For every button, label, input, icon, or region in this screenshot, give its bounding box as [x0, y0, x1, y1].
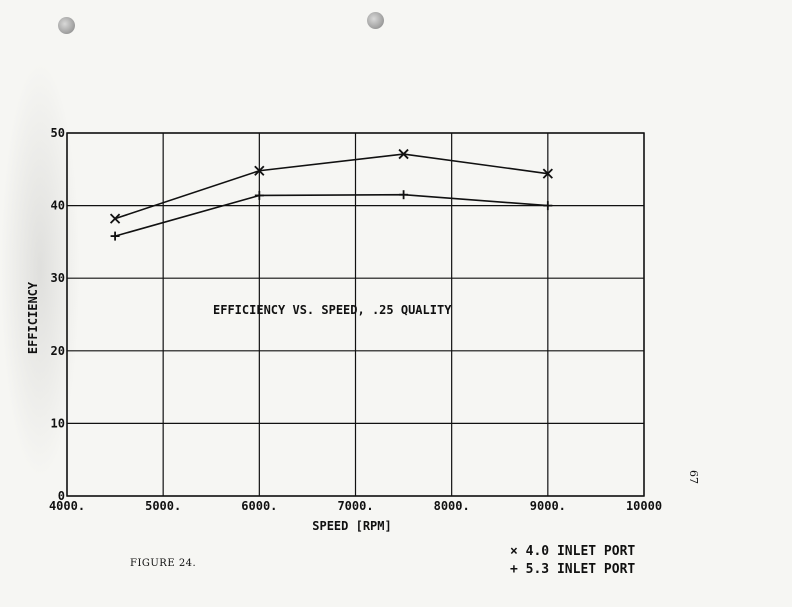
x-tick-label: 4000. — [49, 499, 85, 513]
legend-label: 5.3 INLET PORT — [525, 562, 636, 577]
x-marker — [398, 148, 409, 160]
legend: × 4.0 INLET PORT + 5.3 INLET PORT — [510, 543, 635, 579]
plus-marker — [543, 201, 553, 211]
figure-label: FIGURE 24. — [130, 558, 197, 569]
x-tick-label: 7000. — [337, 499, 373, 513]
x-marker — [542, 168, 553, 179]
y-tick-label: 0 — [58, 489, 65, 503]
y-axis-label: EFFICIENCY — [26, 281, 40, 354]
x-marker — [109, 213, 121, 224]
x-tick-labels: 4000. 5000. 6000. 7000. 8000. 9000. 10000 — [49, 499, 662, 513]
legend-entry-4-0: × 4.0 INLET PORT — [510, 543, 635, 561]
page-number: 67 — [687, 470, 700, 484]
plus-marker-icon: + — [510, 562, 518, 577]
chart-annotation: EFFICIENCY VS. SPEED, .25 QUALITY — [213, 303, 452, 317]
plot-frame — [66, 132, 645, 497]
x-marker-icon: × — [510, 544, 518, 559]
y-tick-labels: 0 10 20 30 40 50 — [51, 126, 65, 503]
legend-entry-5-3: + 5.3 INLET PORT — [510, 561, 635, 579]
x-tick-label: 10000 — [626, 499, 662, 513]
y-tick-label: 20 — [51, 344, 65, 358]
series-line — [114, 153, 548, 220]
legend-label: 4.0 INLET PORT — [525, 544, 636, 559]
x-axis-label: SPEED [RPM] — [312, 519, 391, 533]
plus-marker — [254, 190, 264, 200]
y-tick-label: 40 — [51, 199, 65, 213]
x-marker — [254, 165, 265, 176]
binder-hole-left — [58, 17, 75, 34]
x-tick-label: 5000. — [145, 499, 181, 513]
y-tick-label: 10 — [51, 416, 65, 430]
x-tick-label: 6000. — [241, 499, 277, 513]
y-tick-label: 30 — [51, 271, 65, 285]
x-tick-label: 9000. — [530, 499, 566, 513]
plus-marker — [110, 231, 120, 241]
series-markers — [109, 148, 553, 241]
series-lines — [114, 153, 548, 237]
series-line — [114, 193, 548, 237]
y-tick-label: 50 — [51, 126, 65, 140]
plus-marker — [399, 190, 409, 200]
x-tick-label: 8000. — [434, 499, 470, 513]
binder-hole-right — [367, 12, 384, 29]
